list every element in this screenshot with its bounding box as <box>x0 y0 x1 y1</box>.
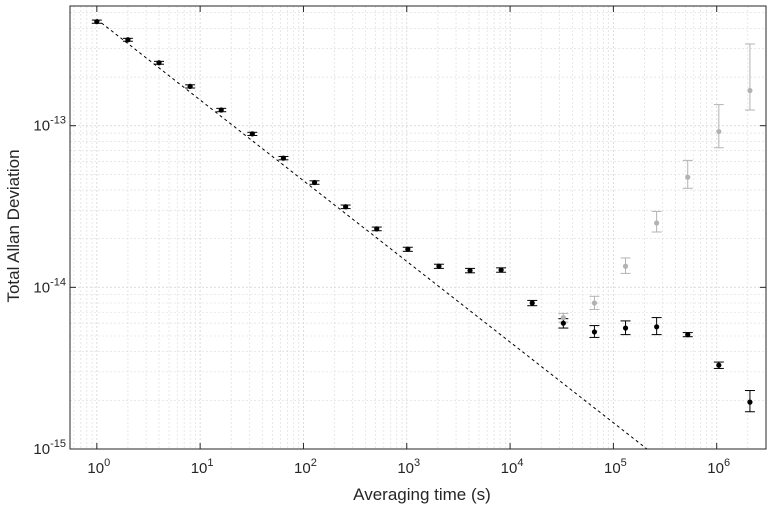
black-data-point <box>436 263 442 269</box>
x-tick-label: 103 <box>397 457 420 477</box>
x-tick-label: 101 <box>191 457 214 477</box>
x-tick-label: 102 <box>294 457 317 477</box>
black-data-point <box>560 320 566 326</box>
black-data-point <box>218 107 224 113</box>
black-data-point <box>156 60 162 66</box>
x-tick-label-exponent: 4 <box>517 457 523 469</box>
x-tick-label: 104 <box>501 457 524 477</box>
gray-data-point <box>654 220 660 226</box>
black-data-point <box>343 204 349 210</box>
y-tick-label-base: 10 <box>33 441 50 458</box>
axes <box>69 5 767 450</box>
y-tick-label-exponent: -15 <box>50 438 66 450</box>
y-tick-label-exponent: -13 <box>50 115 66 127</box>
x-tick-label-base: 10 <box>501 460 518 477</box>
x-tick-label-base: 10 <box>604 460 621 477</box>
black-data-point <box>591 329 598 335</box>
x-tick-label-base: 10 <box>397 460 414 477</box>
black-data-point <box>716 362 722 368</box>
black-data-point <box>125 37 131 43</box>
x-tick-label-base: 10 <box>707 460 724 477</box>
x-tick-label-exponent: 3 <box>414 457 420 469</box>
black-data-point <box>467 267 473 274</box>
x-tick-label: 100 <box>87 457 110 477</box>
x-axis-title: Averaging time (s) <box>353 485 491 504</box>
black-data-point <box>311 179 318 186</box>
gray-data-point <box>560 314 566 321</box>
x-tick-label-exponent: 2 <box>311 457 317 469</box>
black-data-point <box>654 324 660 330</box>
black-data-point <box>747 399 753 405</box>
y-tick-label: 10-14 <box>33 276 66 296</box>
gray-data-point <box>747 87 753 94</box>
x-tick-label-exponent: 0 <box>104 457 110 469</box>
gray-data-point <box>685 174 691 180</box>
gray-data-point <box>622 263 629 269</box>
black-data-point <box>622 325 629 331</box>
x-tick-label-base: 10 <box>191 460 208 477</box>
gray-data-point <box>591 300 598 306</box>
plot-frame <box>69 5 767 450</box>
gray-data-point <box>716 128 722 135</box>
y-tick-label-base: 10 <box>33 118 50 135</box>
grid-lines <box>70 6 767 450</box>
black-data-point <box>498 267 504 273</box>
y-axis-title: Total Allan Deviation <box>4 149 23 302</box>
x-tick-label-base: 10 <box>87 460 104 477</box>
black-data-point <box>405 246 411 252</box>
fit-line <box>96 18 648 449</box>
black-data-point <box>249 131 255 137</box>
black-data-point <box>280 155 287 161</box>
x-tick-label-exponent: 6 <box>724 457 730 469</box>
black-data-point <box>685 332 691 338</box>
black-data-point <box>94 19 100 25</box>
black-data-point <box>374 226 380 232</box>
x-tick-label-exponent: 1 <box>207 457 213 469</box>
y-tick-label-base: 10 <box>33 279 50 296</box>
x-tick-label: 105 <box>604 457 627 477</box>
fit-line-group <box>96 18 648 449</box>
x-tick-label-exponent: 5 <box>621 457 627 469</box>
black-data-point <box>187 83 193 89</box>
black-data-point <box>529 300 535 306</box>
data-points <box>94 19 753 405</box>
y-tick-label-exponent: -14 <box>50 276 66 288</box>
x-tick-label-base: 10 <box>294 460 311 477</box>
x-tick-label: 106 <box>707 457 730 477</box>
y-tick-label: 10-13 <box>33 115 66 135</box>
y-tick-label: 10-15 <box>33 438 66 458</box>
